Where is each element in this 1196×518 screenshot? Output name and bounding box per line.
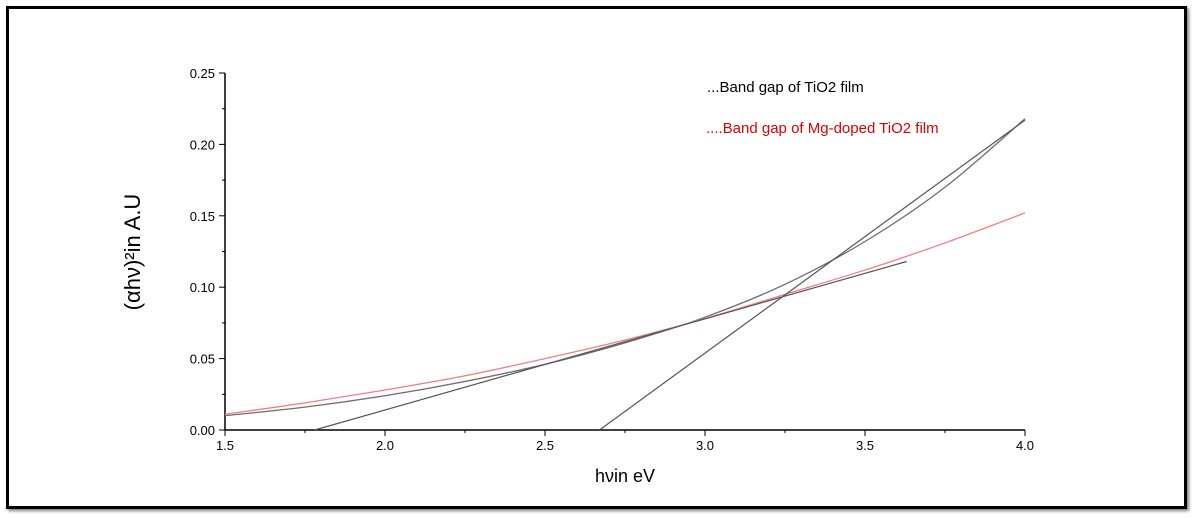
y-tick-label: 0.05 (190, 352, 215, 367)
legend-entry-mg-doped-tio2: ....Band gap of Mg-doped TiO2 film (706, 120, 939, 137)
y-axis-label: (αhν)²in A.U (120, 194, 145, 311)
y-tick-label: 0.00 (190, 423, 215, 438)
x-tick-label: 3.0 (696, 438, 714, 453)
tangent-tio2-shallow (314, 260, 907, 431)
y-tick-label: 0.15 (190, 209, 215, 224)
y-tick-label: 0.20 (190, 137, 215, 152)
x-tick-label: 4.0 (1016, 438, 1034, 453)
x-tick-label: 3.5 (856, 438, 874, 453)
x-tick-label: 2.0 (376, 438, 394, 453)
tangent-lines (314, 119, 1026, 431)
legend-entry-tio2: ...Band gap of TiO2 film (707, 79, 864, 96)
x-axis-label: hνin eV (595, 466, 655, 486)
series-mg-doped-tio2-curve (224, 212, 1026, 415)
ticks: 1.5 2.0 2.5 3.0 3.5 4.0 0.00 0.05 0.10 0.15 0.20 0.… (190, 66, 1034, 453)
x-tick-label: 1.5 (216, 438, 234, 453)
chart-frame (6, 6, 1187, 509)
data-curves (224, 118, 1026, 417)
series-tio2-curve (224, 118, 1026, 417)
y-tick-label: 0.10 (190, 280, 215, 295)
tangent-tio2-steep (599, 119, 1026, 431)
x-tick-label: 2.5 (536, 438, 554, 453)
y-tick-label: 0.25 (190, 66, 215, 81)
